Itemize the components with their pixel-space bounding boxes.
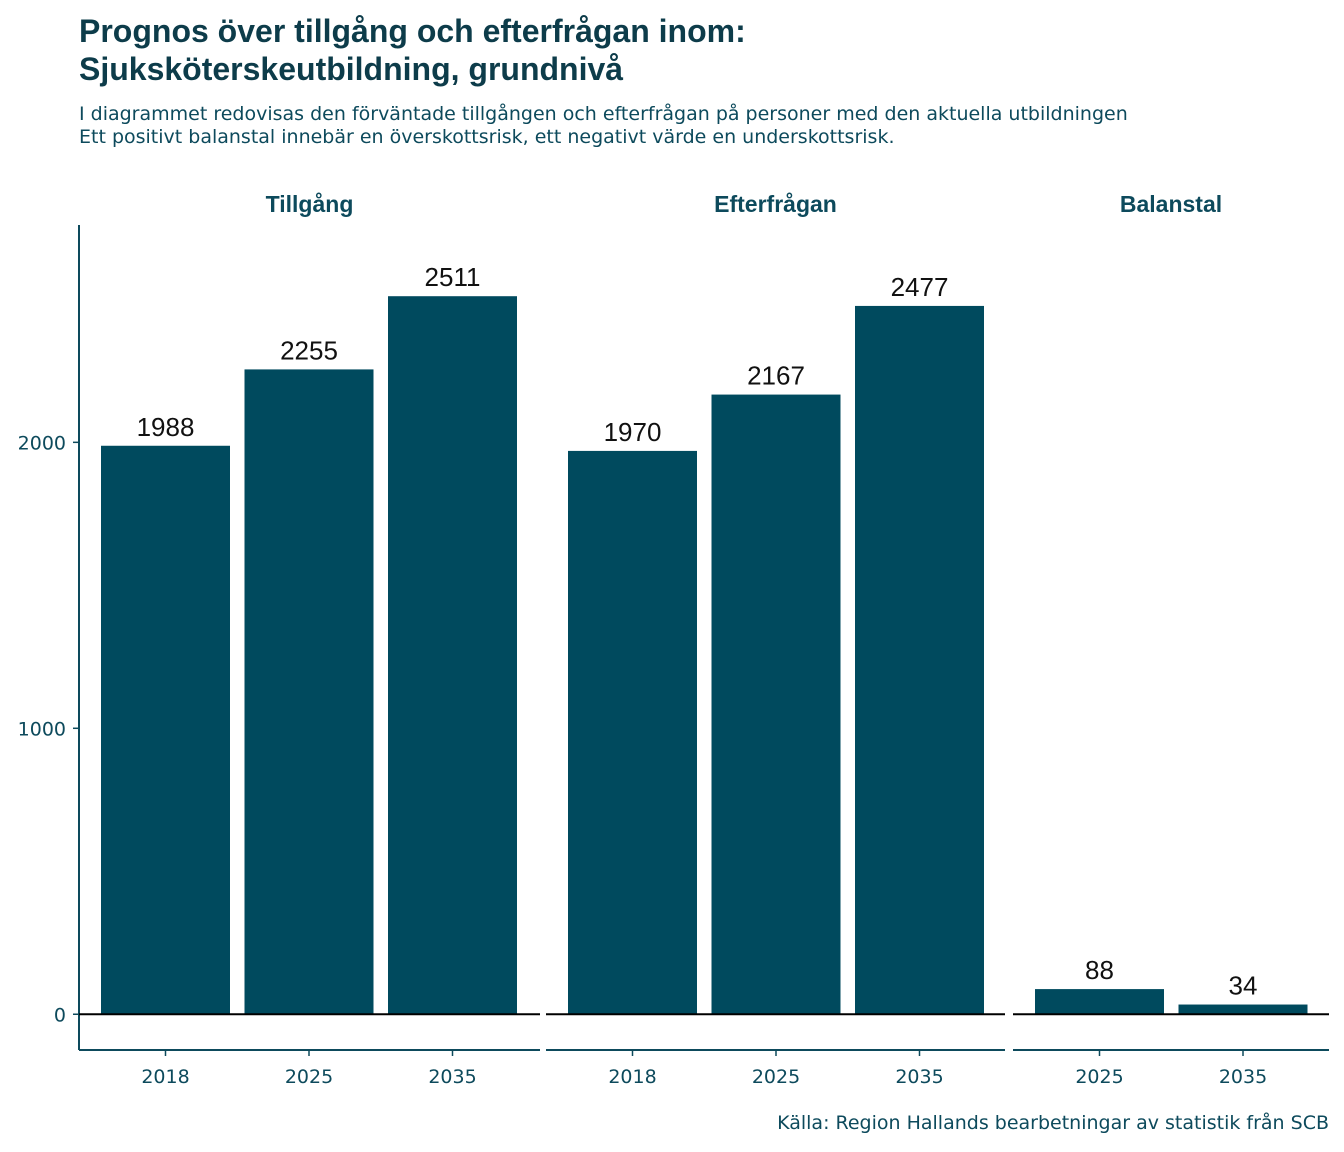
- title-line-2: Sjuksköterskeutbildning, grundnivå: [79, 51, 624, 87]
- bar-value-label: 2167: [747, 361, 805, 391]
- x-tick-label: 2018: [141, 1066, 189, 1088]
- bar: [711, 394, 841, 1015]
- bar-value-label: 2255: [280, 335, 338, 365]
- chart-title: Prognos över tillgång och efterfrågan in…: [79, 12, 746, 88]
- facet-title: Tillgång: [266, 191, 354, 217]
- bar: [568, 450, 697, 1015]
- x-tick-label: 2025: [752, 1066, 800, 1088]
- x-tick-label: 2035: [895, 1066, 943, 1088]
- bar-value-label: 1988: [137, 412, 195, 442]
- facet-title: Balanstal: [1120, 191, 1222, 217]
- x-tick-label: 2018: [608, 1066, 656, 1088]
- title-line-1: Prognos över tillgång och efterfrågan in…: [79, 13, 746, 49]
- bar-value-label: 2511: [425, 262, 481, 292]
- bar-value-label: 1970: [604, 417, 662, 447]
- bar-value-label: 2477: [891, 272, 949, 302]
- bar: [101, 445, 230, 1015]
- bar-value-label: 88: [1085, 955, 1114, 985]
- bar-value-label: 34: [1229, 971, 1258, 1001]
- y-tick-label: 2000: [18, 432, 66, 454]
- bar: [1178, 1004, 1308, 1015]
- x-tick-label: 2025: [1075, 1066, 1123, 1088]
- x-tick-label: 2025: [285, 1066, 333, 1088]
- chart-subtitle: I diagrammet redovisas den förväntade ti…: [79, 103, 1128, 149]
- y-tick-label: 1000: [18, 718, 66, 740]
- source-caption: Källa: Region Hallands bearbetningar av …: [777, 1112, 1329, 1134]
- bar: [855, 305, 984, 1015]
- bar: [244, 369, 374, 1015]
- bar: [1035, 989, 1164, 1015]
- y-tick-label: 0: [54, 1004, 66, 1026]
- bar: [388, 296, 517, 1015]
- subtitle-line-1: I diagrammet redovisas den förväntade ti…: [79, 103, 1128, 125]
- x-tick-label: 2035: [428, 1066, 476, 1088]
- facet-title: Efterfrågan: [714, 191, 837, 217]
- subtitle-line-2: Ett positivt balanstal innebär en översk…: [79, 126, 895, 148]
- x-tick-label: 2035: [1219, 1066, 1267, 1088]
